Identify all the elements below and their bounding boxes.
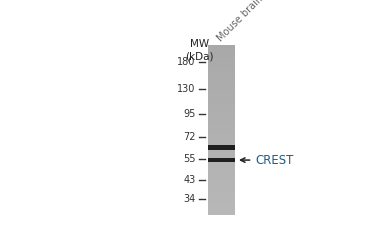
Text: 180: 180 xyxy=(177,57,196,67)
Bar xyxy=(208,128,234,130)
Bar xyxy=(208,198,234,200)
Bar xyxy=(208,145,234,147)
Bar xyxy=(208,132,234,134)
Bar xyxy=(208,187,234,190)
Bar xyxy=(208,183,234,185)
Bar xyxy=(208,94,234,96)
Bar xyxy=(208,126,234,128)
Bar xyxy=(208,52,234,54)
Bar xyxy=(208,141,234,143)
Bar xyxy=(208,206,234,208)
Bar xyxy=(208,154,234,156)
Text: 55: 55 xyxy=(183,154,196,164)
Bar xyxy=(208,124,234,126)
Text: 34: 34 xyxy=(184,194,196,204)
Bar xyxy=(208,82,234,84)
Bar xyxy=(208,69,234,71)
Bar xyxy=(208,130,234,132)
Bar xyxy=(208,146,234,150)
Bar xyxy=(208,156,234,158)
Bar xyxy=(208,46,234,48)
Bar xyxy=(208,196,234,198)
Bar xyxy=(208,96,234,98)
Bar xyxy=(208,136,234,138)
Bar xyxy=(208,88,234,90)
Bar xyxy=(208,164,234,166)
Bar xyxy=(208,71,234,73)
Bar xyxy=(208,56,234,58)
Bar xyxy=(208,204,234,206)
Bar xyxy=(208,200,234,202)
Text: Mouse brain: Mouse brain xyxy=(216,0,265,44)
Bar xyxy=(208,64,234,66)
Bar xyxy=(208,143,234,145)
Bar xyxy=(208,179,234,181)
Text: 130: 130 xyxy=(177,84,196,94)
Bar xyxy=(208,134,234,136)
Bar xyxy=(208,158,234,160)
Bar xyxy=(208,90,234,92)
Bar xyxy=(208,111,234,113)
Bar xyxy=(208,181,234,183)
Bar xyxy=(208,107,234,109)
Bar xyxy=(208,170,234,172)
Bar xyxy=(208,54,234,56)
Text: 95: 95 xyxy=(183,110,196,120)
Bar xyxy=(208,92,234,94)
Bar xyxy=(208,162,234,164)
Bar xyxy=(208,75,234,77)
Bar xyxy=(208,202,234,204)
Bar xyxy=(208,102,234,105)
Text: 72: 72 xyxy=(183,132,196,142)
Bar xyxy=(208,194,234,196)
Bar xyxy=(208,158,234,162)
Bar xyxy=(208,79,234,82)
Bar xyxy=(208,118,234,120)
Bar xyxy=(208,58,234,60)
Bar xyxy=(208,192,234,194)
Bar xyxy=(208,77,234,79)
Bar xyxy=(208,190,234,192)
Bar xyxy=(208,84,234,86)
Bar xyxy=(208,151,234,154)
Bar xyxy=(208,100,234,102)
Bar xyxy=(208,147,234,149)
Bar xyxy=(208,172,234,174)
Text: 43: 43 xyxy=(184,174,196,184)
Bar xyxy=(208,138,234,141)
Bar xyxy=(208,120,234,122)
Bar xyxy=(208,109,234,111)
Bar xyxy=(208,160,234,162)
Bar xyxy=(208,213,234,215)
Bar xyxy=(208,174,234,177)
Bar xyxy=(208,210,234,213)
Bar xyxy=(208,73,234,75)
Bar xyxy=(208,98,234,100)
Bar xyxy=(208,62,234,64)
Bar xyxy=(208,60,234,62)
Bar xyxy=(208,149,234,151)
Bar xyxy=(208,105,234,107)
Bar xyxy=(208,166,234,168)
Bar xyxy=(208,50,234,52)
Bar xyxy=(208,122,234,124)
Bar xyxy=(208,185,234,187)
Bar xyxy=(208,113,234,115)
Bar xyxy=(208,66,234,69)
Text: CREST: CREST xyxy=(256,154,294,166)
Bar xyxy=(208,115,234,117)
Bar xyxy=(208,168,234,170)
Bar xyxy=(208,48,234,50)
Bar xyxy=(208,177,234,179)
Text: MW
(kDa): MW (kDa) xyxy=(185,39,213,61)
Bar xyxy=(208,86,234,88)
Bar xyxy=(208,208,234,210)
